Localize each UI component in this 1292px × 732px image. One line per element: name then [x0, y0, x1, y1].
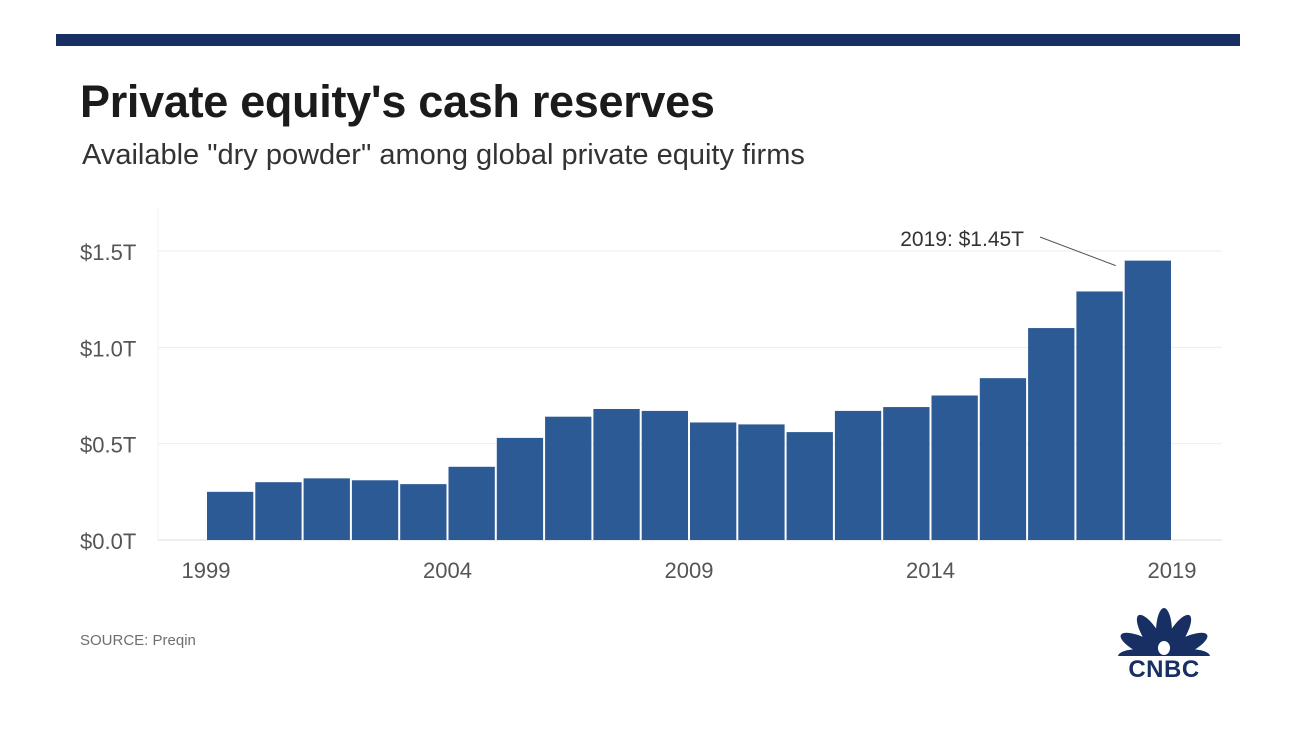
- y-tick-label: $0.5T: [80, 433, 136, 458]
- bar-2009: [641, 410, 688, 540]
- bar-2001: [255, 482, 302, 540]
- bar-2013: [834, 410, 882, 540]
- bar-2019: [1124, 260, 1171, 540]
- bar-2004: [400, 484, 447, 540]
- bar-2002: [303, 478, 350, 540]
- bar-2014: [883, 407, 930, 540]
- bars: [207, 260, 1171, 540]
- bar-2000: [207, 491, 254, 540]
- top-rule: [56, 34, 1240, 46]
- bar-2018: [1076, 291, 1123, 540]
- x-axis-ticks: 1999 2004 2009 2014 2019: [182, 558, 1197, 583]
- x-tick-label: 2004: [423, 558, 472, 583]
- bar-2016: [979, 378, 1027, 540]
- bar-2010: [690, 422, 737, 540]
- bar-2006: [496, 437, 544, 540]
- chart-subtitle: Available "dry powder" among global priv…: [82, 139, 805, 171]
- annotation-label: 2019: $1.45T: [900, 228, 1024, 251]
- peacock-icon: [1108, 608, 1220, 658]
- x-tick-label: 2009: [665, 558, 714, 583]
- annotation: 2019: $1.45T: [900, 228, 1116, 267]
- bar-2008: [593, 408, 640, 540]
- bar-2011: [738, 424, 785, 540]
- bar-2007: [545, 416, 592, 540]
- x-tick-label: 2019: [1148, 558, 1197, 583]
- bar-2005: [448, 466, 495, 540]
- logo-text: CNBC: [1128, 656, 1200, 683]
- x-tick-label: 2014: [906, 558, 955, 583]
- y-tick-label: $1.0T: [80, 336, 136, 361]
- y-tick-label: $0.0T: [80, 529, 136, 554]
- annotation-leader-line: [1039, 236, 1116, 267]
- y-axis-ticks: $1.5T $1.0T $0.5T $0.0T: [80, 240, 136, 554]
- cnbc-logo: CNBC: [1108, 600, 1220, 684]
- bar-2015: [931, 395, 978, 540]
- bar-2017: [1028, 328, 1075, 540]
- chart-title: Private equity's cash reserves: [80, 76, 715, 127]
- x-tick-label: 1999: [182, 558, 231, 583]
- bar-2012: [786, 432, 833, 540]
- source-note: SOURCE: Preqin: [80, 632, 196, 649]
- y-tick-label: $1.5T: [80, 240, 136, 265]
- bar-2003: [351, 480, 399, 540]
